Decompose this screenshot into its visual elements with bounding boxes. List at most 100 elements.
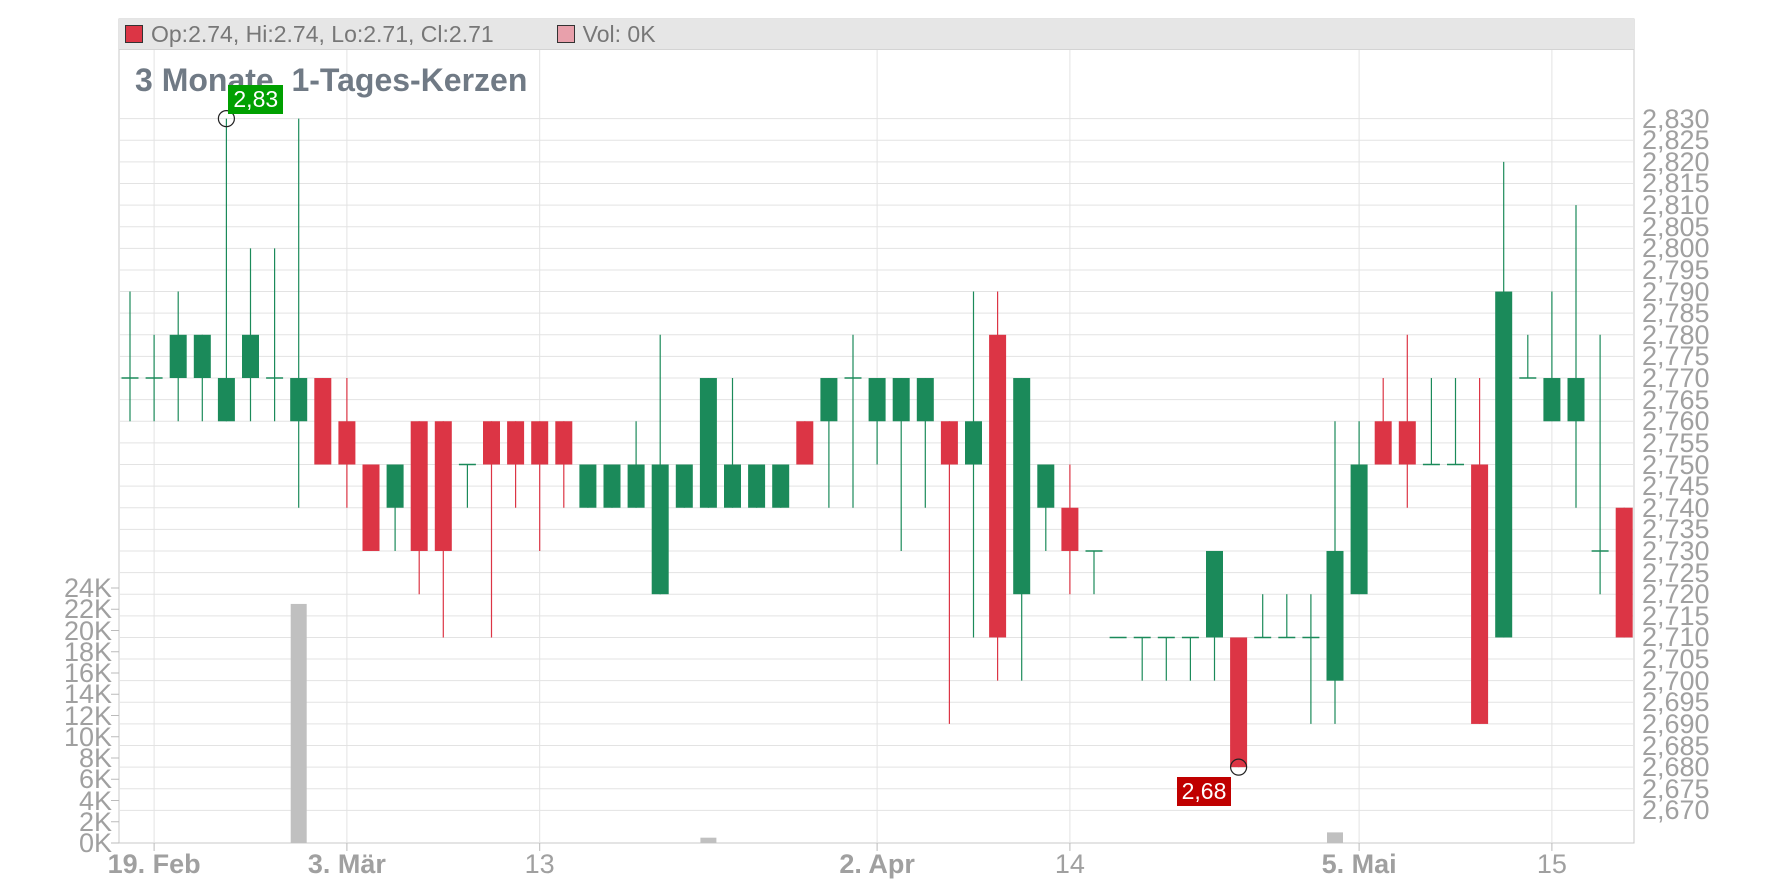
candle-body — [651, 464, 669, 595]
price-tick-label: 2,830 — [1642, 103, 1710, 134]
price-tick-label: 2,810 — [1642, 190, 1710, 221]
high-marker-label: 2,83 — [228, 84, 284, 114]
price-tick-label: 2,675 — [1642, 773, 1710, 804]
candle-body — [989, 334, 1007, 638]
candle-body — [699, 378, 717, 508]
price-tick-label: 2,780 — [1642, 319, 1710, 350]
candle-body — [1374, 421, 1392, 465]
chart-title: 3 Monate, 1-Tages-Kerzen — [135, 62, 528, 98]
volume-tick-label: 6K — [78, 764, 112, 795]
candle-body — [555, 421, 573, 465]
price-tick-label: 2,805 — [1642, 211, 1710, 242]
volume-tick-label: 16K — [63, 658, 112, 688]
candle-body — [1398, 421, 1416, 465]
price-tick-label: 2,735 — [1642, 514, 1710, 545]
candle-body — [338, 421, 356, 465]
volume-tick-label: 18K — [63, 636, 112, 667]
candle-body — [1326, 550, 1344, 681]
candle-body — [169, 334, 187, 379]
price-tick-label: 2,705 — [1642, 644, 1710, 675]
volume-bar — [700, 837, 717, 843]
candle-body — [1230, 637, 1248, 768]
candle-body — [724, 464, 741, 508]
price-tick-label: 2,700 — [1642, 665, 1710, 696]
candle-body — [1543, 378, 1561, 422]
ohlc-readout: Op:2.74, Hi:2.74, Lo:2.71, Cl:2.71 — [151, 20, 494, 47]
volume-bar — [1327, 832, 1343, 843]
candle-body — [772, 464, 790, 508]
date-tick-label: 13 — [524, 849, 555, 879]
candle-body — [193, 334, 211, 379]
price-tick-label: 2,715 — [1642, 600, 1710, 631]
candle-body — [290, 378, 308, 422]
volume-swatch — [556, 25, 575, 43]
candle-body — [434, 421, 452, 551]
candle-body — [531, 421, 549, 465]
candle-body — [627, 464, 645, 508]
candle-body — [483, 421, 500, 465]
date-tick-label: 5. Mai — [1321, 849, 1397, 879]
price-tick-label: 2,785 — [1642, 298, 1710, 329]
candle-body — [1061, 507, 1079, 551]
candle-body — [603, 464, 621, 508]
price-tick-label: 2,670 — [1642, 795, 1710, 826]
candle-body — [675, 464, 693, 508]
price-tick-label: 2,825 — [1642, 125, 1710, 156]
price-tick-label: 2,815 — [1642, 168, 1710, 199]
volume-tick-label: 20K — [63, 615, 112, 646]
low-marker-label: 2,68 — [1176, 777, 1232, 807]
price-tick-label: 2,770 — [1642, 363, 1710, 394]
candle-body — [1350, 464, 1368, 595]
candle-body — [1615, 507, 1633, 638]
price-tick-label: 2,690 — [1642, 708, 1710, 739]
high-marker-circle — [217, 110, 235, 128]
volume-readout: Vol: 0K — [582, 20, 656, 47]
candle-body — [579, 464, 597, 508]
price-tick-label: 2,695 — [1642, 687, 1710, 718]
candle-body — [868, 378, 886, 422]
candle-body — [1037, 464, 1055, 508]
volume-tick-label: 14K — [63, 679, 112, 710]
candle-body — [242, 334, 259, 379]
volume-tick-label: 2K — [78, 806, 112, 837]
candle-body — [1495, 291, 1513, 638]
candle-body — [965, 421, 982, 465]
candle-body — [1471, 464, 1489, 724]
price-tick-label: 2,775 — [1642, 341, 1710, 372]
price-tick-label: 2,745 — [1642, 471, 1710, 502]
price-tick-label: 2,795 — [1642, 254, 1710, 285]
price-tick-label: 2,720 — [1642, 579, 1710, 610]
candle-body — [748, 464, 766, 508]
date-tick-label: 3. Mär — [307, 849, 386, 879]
price-tick-label: 2,710 — [1642, 622, 1710, 653]
candle-body — [507, 421, 525, 465]
candle-body — [1567, 378, 1585, 422]
ohlc-swatch — [125, 25, 143, 43]
price-tick-label: 2,765 — [1642, 384, 1710, 415]
price-tick-label: 2,760 — [1642, 406, 1710, 437]
candle-body — [940, 421, 958, 465]
volume-tick-label: 0K — [78, 828, 112, 858]
date-tick-label: 14 — [1054, 849, 1085, 879]
candle-body — [1013, 378, 1031, 595]
volume-legend: Vol: 0K — [551, 21, 656, 48]
price-tick-label: 2,820 — [1642, 146, 1710, 177]
candle-body — [410, 421, 428, 551]
date-tick-label: 15 — [1536, 849, 1567, 879]
candle-body — [820, 378, 838, 422]
price-tick-label: 2,725 — [1642, 557, 1710, 588]
candle-body — [916, 378, 934, 422]
candle-body — [362, 464, 380, 551]
price-tick-label: 2,750 — [1642, 449, 1710, 480]
price-tick-label: 2,790 — [1642, 276, 1710, 307]
candle-body — [1206, 550, 1223, 638]
price-tick-label: 2,680 — [1642, 752, 1710, 783]
candle-body — [386, 464, 404, 508]
low-marker-circle — [1229, 758, 1248, 776]
price-tick-label: 2,730 — [1642, 535, 1710, 566]
candle-body — [796, 421, 814, 465]
volume-tick-label: 4K — [78, 785, 112, 816]
price-tick-label: 2,685 — [1642, 730, 1710, 761]
